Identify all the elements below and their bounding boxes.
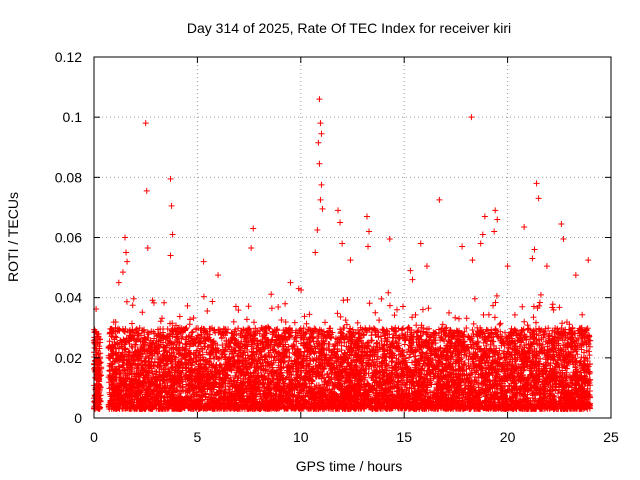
roti-point [314,226,321,233]
x-axis-label: GPS time / hours [296,458,403,474]
roti-point [347,257,354,264]
y-tick-label: 0.08 [55,169,82,185]
y-tick-label: 0.12 [55,49,82,65]
axes: 0 5 10 15 20 25 0 0.02 0.04 0.06 0.08 0.1 0.12 [55,49,619,445]
roti-point [504,263,511,270]
x-tick-label: 0 [90,429,98,445]
roti-point [315,139,322,146]
roti-point [169,231,176,238]
roti-point [436,196,443,203]
y-tick-label: 0 [74,410,82,426]
roti-point [494,216,501,223]
roti-point [363,213,370,220]
roti-point [119,269,126,276]
x-tick-label: 5 [194,429,202,445]
roti-point [318,130,325,137]
roti-point [142,120,149,127]
roti-point [287,279,294,286]
roti-point [124,258,131,265]
roti-point [337,219,344,226]
roti-point [417,240,424,247]
roti-point [143,187,150,194]
roti-point [312,249,319,256]
roti-point [144,245,151,252]
roti-point [479,231,486,238]
roti-point [560,236,567,243]
roti-point-cloud [91,287,594,412]
roti-point [248,245,255,252]
x-tick-label: 15 [396,429,412,445]
roti-point [529,255,536,262]
roti-point [115,279,122,286]
y-tick-label: 0.04 [55,290,82,306]
roti-point [318,181,325,188]
x-tick-label: 20 [500,429,516,445]
roti-point [409,276,416,283]
y-tick-label: 0.1 [63,109,83,125]
roti-point [572,272,579,279]
x-tick-label: 10 [293,429,309,445]
roti-point [167,252,174,259]
roti-point [492,207,499,214]
roti-point [531,246,538,253]
roti-point [250,225,257,232]
roti-point [365,243,372,250]
data-points [91,96,594,412]
roti-point [585,257,592,264]
roti-point [459,243,466,250]
roti-point [123,249,130,256]
roti-point [215,272,222,279]
roti-point [200,258,207,265]
roti-point [335,207,342,214]
roti-point [543,263,550,270]
roti-point [167,175,174,182]
roti-point [521,223,528,230]
roti-point [316,160,323,167]
chart-title: Day 314 of 2025, Rate Of TEC Index for r… [187,20,511,36]
roti-point [317,196,324,203]
roti-point [317,120,324,127]
roti-point [423,263,430,270]
roti-point [339,240,346,247]
roti-point [481,213,488,220]
y-tick-label: 0.06 [55,230,82,246]
roti-point [316,96,323,103]
roti-point [468,114,475,121]
roti-point [535,195,542,202]
y-axis-label: ROTI / TECUs [5,192,21,282]
roti-point [168,202,175,209]
roti-point [558,220,565,227]
roti-point [122,234,129,241]
roti-point [491,228,498,235]
roti-point [533,180,540,187]
roti-point [469,257,476,264]
roti-point [386,236,393,243]
y-tick-label: 0.02 [55,350,82,366]
roti-point [477,240,484,247]
x-tick-label: 25 [603,429,619,445]
roti-point [319,205,326,212]
roti-point [366,228,373,235]
roti-point [295,285,302,292]
roti-point [407,267,414,274]
